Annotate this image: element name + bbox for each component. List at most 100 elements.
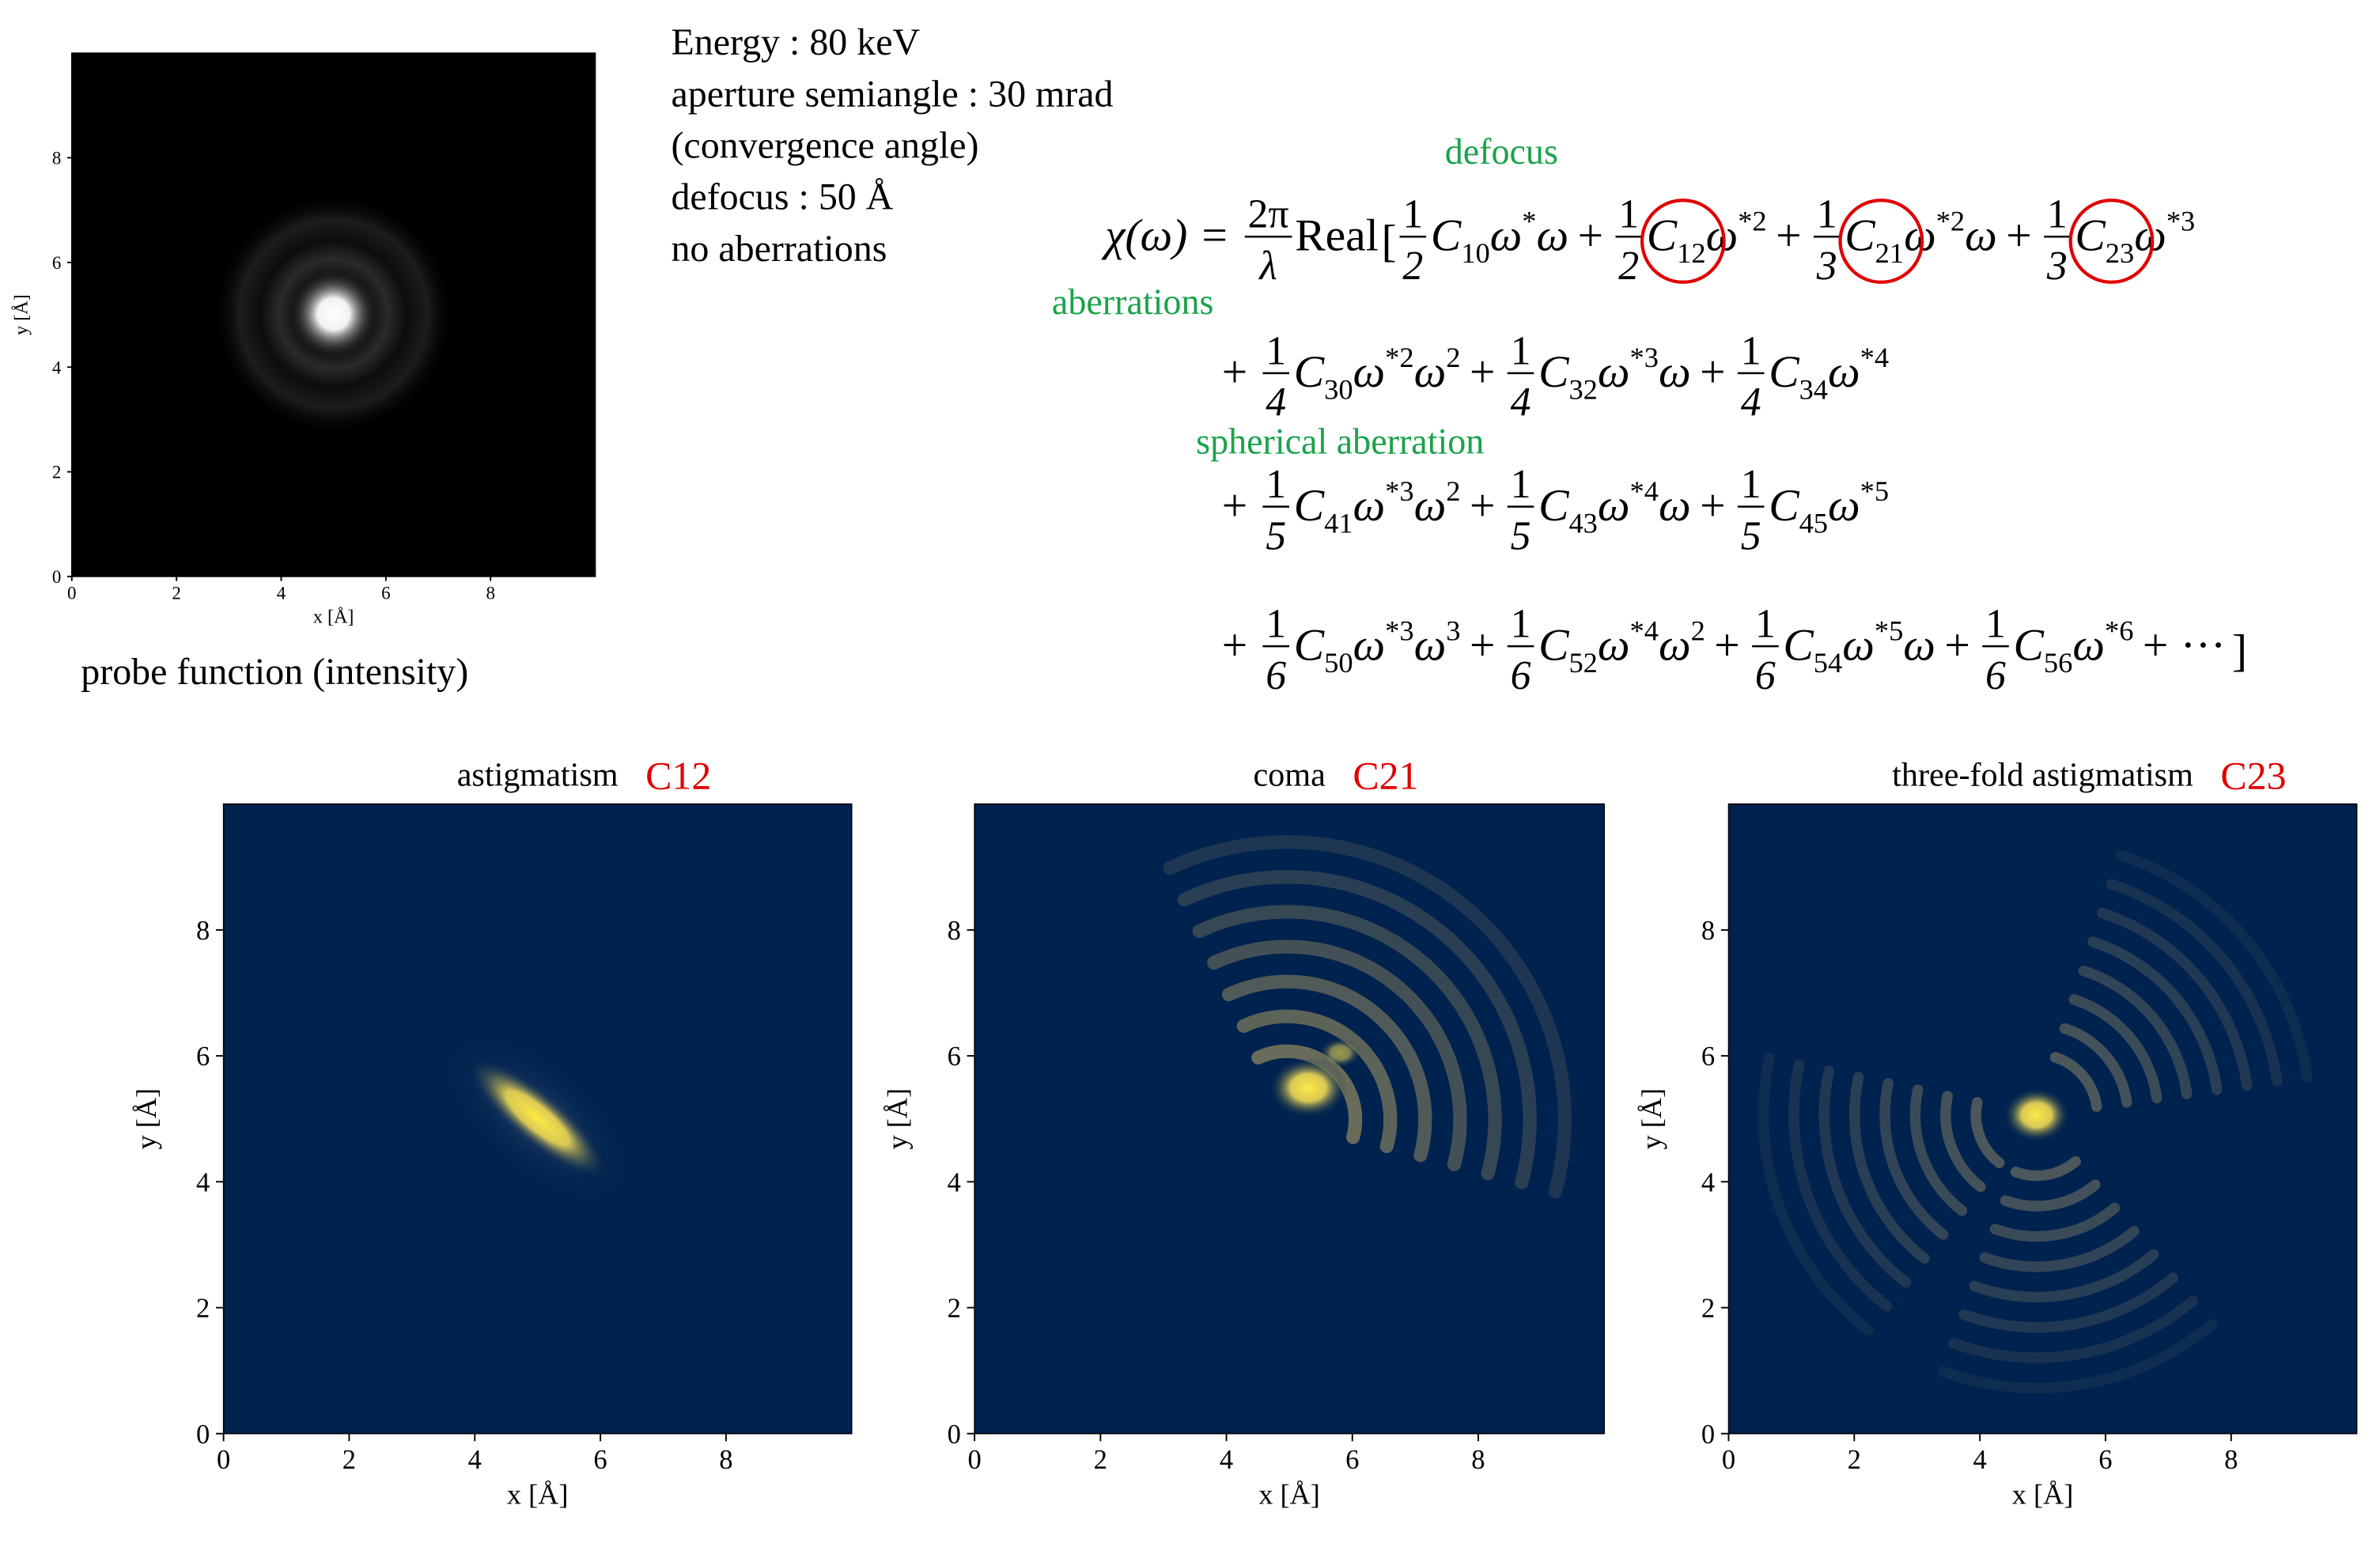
fraction-denominator: 6 bbox=[1511, 653, 1531, 698]
term: C10ω*ω bbox=[1431, 206, 1568, 269]
subscript: 56 bbox=[2044, 647, 2072, 679]
x-axis-label: x [Å] bbox=[313, 607, 354, 628]
superscript: *3 bbox=[2166, 206, 2195, 237]
subscript: 32 bbox=[1568, 373, 1597, 405]
x-tick-label: 0 bbox=[217, 1445, 230, 1475]
bracket: ] bbox=[2232, 626, 2247, 676]
fraction-denominator: 4 bbox=[1741, 380, 1761, 425]
panel-tag: C23 bbox=[2220, 754, 2286, 797]
fraction-numerator: 1 bbox=[1511, 602, 1531, 647]
fraction-denominator: 2 bbox=[1402, 244, 1423, 289]
x-tick-label: 6 bbox=[381, 583, 391, 603]
subscript: 50 bbox=[1324, 647, 1353, 679]
heatmap-peak bbox=[1269, 1057, 1348, 1118]
fraction-denominator: 5 bbox=[1266, 513, 1286, 558]
term: C45ω*5 bbox=[1769, 475, 1889, 539]
heatmap-fringe bbox=[2087, 936, 2223, 1095]
bracket: [ bbox=[1382, 217, 1397, 267]
settings-line: Energy : 80 keV bbox=[671, 21, 920, 63]
x-tick-label: 6 bbox=[2098, 1445, 2112, 1475]
heatmap-fringe bbox=[2049, 1052, 2102, 1112]
x-tick-label: 4 bbox=[468, 1445, 482, 1475]
x-tick-label: 2 bbox=[172, 583, 181, 603]
fraction-denominator: 3 bbox=[2046, 244, 2068, 289]
heatmap-fringe bbox=[1940, 1091, 1986, 1193]
fraction-numerator: 1 bbox=[1817, 192, 1837, 237]
coefficient: C bbox=[1538, 620, 1569, 670]
term: C54ω*5ω bbox=[1783, 615, 1935, 678]
term: C12ω*2 bbox=[1647, 206, 1767, 269]
superscript: 2 bbox=[1446, 475, 1460, 507]
fraction-numerator: 1 bbox=[1741, 462, 1761, 507]
coefficient: C bbox=[1769, 481, 1799, 531]
omega: ω bbox=[1659, 481, 1691, 531]
omega: ω bbox=[1659, 347, 1691, 397]
heatmap-fringe bbox=[1163, 834, 1572, 1199]
superscript: *2 bbox=[1936, 206, 1965, 237]
term: C56ω*6 bbox=[2014, 615, 2134, 678]
equation-lhs: χ(ω) = bbox=[1101, 211, 1229, 261]
superscript: *3 bbox=[1385, 615, 1413, 646]
heatmap-fringe bbox=[1879, 1078, 1949, 1240]
coefficient: C bbox=[2014, 620, 2045, 670]
subscript: 30 bbox=[1324, 373, 1353, 405]
heatmap-fringe bbox=[1979, 1226, 2140, 1272]
y-tick-label: 0 bbox=[1701, 1420, 1715, 1450]
panel-tag: C21 bbox=[1353, 754, 1418, 797]
term: C32ω*3ω bbox=[1538, 342, 1690, 405]
fraction-numerator: 1 bbox=[2047, 192, 2068, 237]
x-tick-label: 0 bbox=[967, 1445, 981, 1475]
coefficient: C bbox=[1647, 211, 1678, 261]
heatmap-fringe bbox=[2115, 849, 2313, 1083]
omega: ω bbox=[1598, 620, 1630, 670]
operator: Real bbox=[1295, 211, 1378, 261]
plus: + bbox=[1470, 620, 1495, 670]
subscript: 12 bbox=[1677, 237, 1705, 269]
heatmap-fringe bbox=[2059, 1023, 2132, 1108]
heatmap-fringe bbox=[1818, 1065, 1912, 1288]
heatmap-fringe bbox=[1788, 1059, 1893, 1312]
fraction-numerator: 1 bbox=[1511, 462, 1531, 507]
x-tick-label: 0 bbox=[1722, 1445, 1735, 1475]
subscript: 23 bbox=[2106, 237, 2134, 269]
x-axis-label: x [Å] bbox=[507, 1479, 569, 1511]
term: C30ω*2ω2 bbox=[1294, 342, 1461, 405]
fraction-denominator: 6 bbox=[1985, 653, 2006, 698]
x-tick-label: 6 bbox=[1345, 1445, 1359, 1475]
superscript: 2 bbox=[1691, 615, 1705, 646]
omega: ω bbox=[1965, 211, 1997, 261]
plus: + bbox=[1578, 211, 1603, 261]
superscript: *5 bbox=[1875, 615, 1903, 646]
term: C43ω*4ω bbox=[1538, 475, 1690, 539]
subscript: 45 bbox=[1799, 507, 1828, 539]
heatmap-fringe bbox=[1969, 1249, 2159, 1303]
term: C21ω*2ω bbox=[1845, 206, 1996, 269]
heatmap-fringe bbox=[1207, 940, 1467, 1171]
x-tick-label: 0 bbox=[67, 583, 77, 603]
fraction-numerator: 1 bbox=[1755, 602, 1776, 647]
superscript: *6 bbox=[2105, 615, 2133, 646]
heatmap-fringe bbox=[1848, 1072, 1930, 1264]
plot-frame bbox=[71, 52, 596, 577]
x-tick-label: 8 bbox=[719, 1445, 732, 1475]
fraction-numerator: 1 bbox=[1402, 192, 1423, 237]
superscript: *3 bbox=[1385, 475, 1413, 507]
x-tick-label: 4 bbox=[1220, 1445, 1233, 1475]
fraction-numerator: 1 bbox=[1266, 602, 1286, 647]
y-tick-label: 2 bbox=[948, 1294, 961, 1324]
x-tick-label: 8 bbox=[2224, 1445, 2238, 1475]
annotation: spherical aberration bbox=[1196, 422, 1484, 462]
plus: + bbox=[1470, 347, 1495, 397]
x-tick-label: 4 bbox=[277, 583, 286, 603]
y-tick-label: 8 bbox=[52, 148, 62, 168]
fraction-numerator: 1 bbox=[1741, 328, 1761, 373]
fraction-denominator: 3 bbox=[1816, 244, 1837, 289]
y-tick-label: 6 bbox=[52, 252, 62, 273]
plus: + bbox=[1944, 620, 1969, 670]
x-tick-label: 8 bbox=[1471, 1445, 1485, 1475]
y-tick-label: 2 bbox=[1701, 1294, 1715, 1324]
plus: + bbox=[1714, 620, 1739, 670]
heatmap-fringe bbox=[1177, 870, 1537, 1189]
plus: + bbox=[1700, 347, 1725, 397]
